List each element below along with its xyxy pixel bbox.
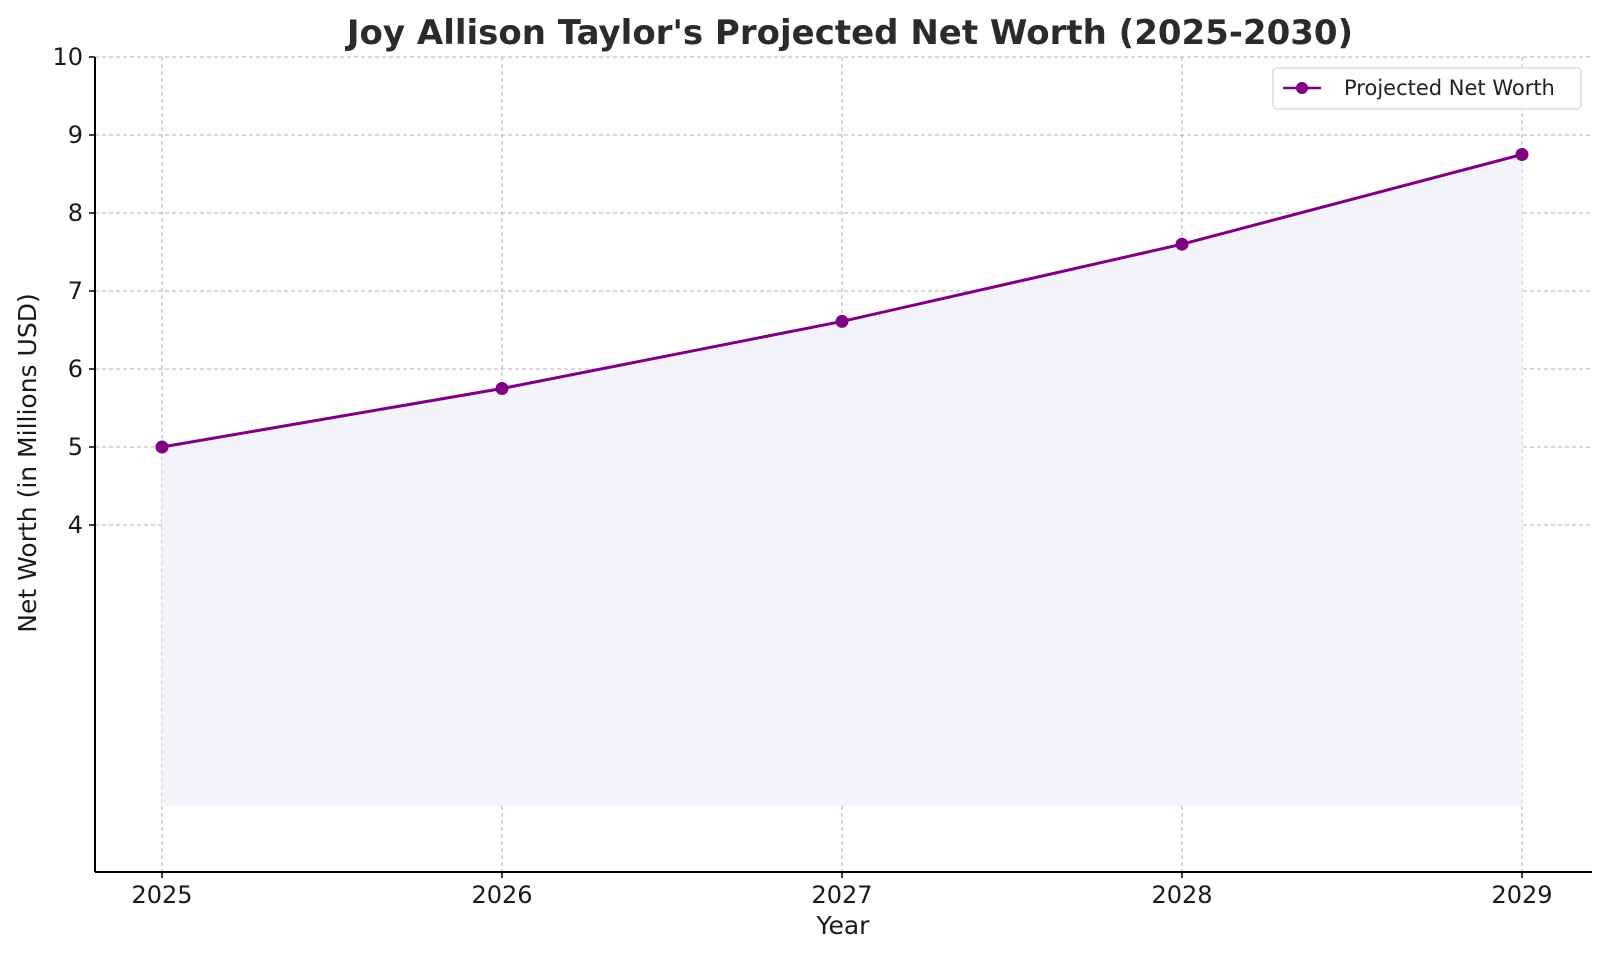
legend: Projected Net Worth [1272, 67, 1582, 110]
y-tick-label-8: 8 [68, 199, 83, 227]
legend-marker-swatch [1296, 82, 1308, 94]
x-axis-label: Year [816, 911, 871, 940]
axes [94, 57, 1592, 873]
x-tick-label-2029: 2029 [1491, 881, 1552, 909]
y-tick-label-6: 6 [68, 355, 83, 383]
marker-layer [155, 148, 1529, 454]
area-fill-layer [162, 154, 1522, 806]
x-tick-label-2027: 2027 [811, 881, 872, 909]
x-tick-label-2026: 2026 [471, 881, 532, 909]
series-area-fill [162, 154, 1522, 806]
tick-labels: 4 5 6 7 8 9 10 2025 2026 2027 2028 2029 [52, 43, 1552, 909]
y-axis-label: Net Worth (in Millions USD) [13, 293, 42, 632]
x-tick-label-2028: 2028 [1151, 881, 1212, 909]
legend-box [1272, 67, 1582, 110]
data-point-2026 [495, 382, 509, 395]
y-tick-label-5: 5 [68, 433, 83, 461]
data-point-2027 [835, 314, 849, 328]
data-point-2028 [1175, 237, 1189, 251]
y-tick-label-9: 9 [68, 121, 83, 149]
x-tick-label-2025: 2025 [131, 881, 192, 909]
y-tick-label-10: 10 [52, 43, 83, 71]
data-point-2025 [155, 440, 169, 454]
chart-title: Joy Allison Taylor's Projected Net Worth… [345, 13, 1353, 53]
y-tick-label-7: 7 [68, 277, 83, 305]
y-tick-label-4: 4 [68, 511, 83, 539]
data-point-2029 [1515, 148, 1529, 161]
legend-label: Projected Net Worth [1344, 76, 1555, 100]
